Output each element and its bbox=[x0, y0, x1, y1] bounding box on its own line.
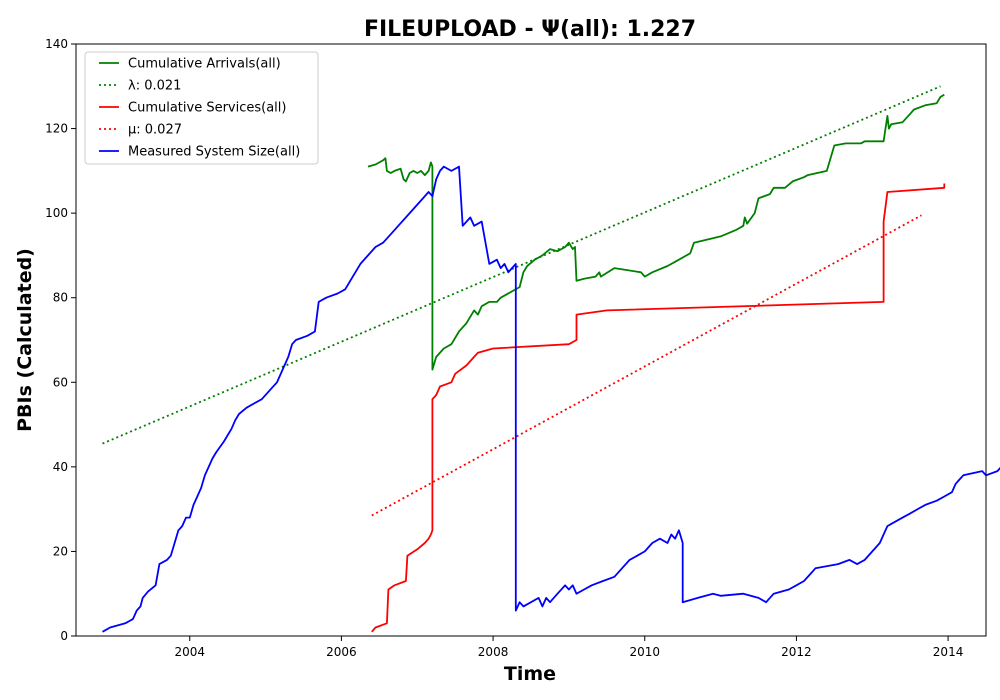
series-line-4 bbox=[102, 165, 1000, 633]
x-axis-label: Time bbox=[504, 663, 556, 685]
legend-label-2: Cumulative Services(all) bbox=[128, 101, 286, 116]
legend-label-4: Measured System Size(all) bbox=[128, 145, 300, 160]
series-line-1 bbox=[102, 85, 941, 445]
x-tick-label-1: 2006 bbox=[326, 645, 357, 659]
x-tick-label-2: 2008 bbox=[478, 645, 509, 659]
series-line-3 bbox=[371, 214, 922, 517]
chart-title: FILEUPLOAD - Ψ(all): 1.227 bbox=[364, 17, 696, 42]
legend-label-3: μ: 0.027 bbox=[128, 123, 182, 138]
y-axis: 0 20 40 60 80 100 120 140 bbox=[45, 37, 76, 643]
legend: Cumulative Arrivals(all) λ: 0.021 Cumulati… bbox=[84, 51, 319, 165]
legend-label-0: Cumulative Arrivals(all) bbox=[128, 57, 281, 72]
y-tick-label-7: 140 bbox=[45, 37, 68, 51]
series-line-0 bbox=[367, 93, 945, 371]
x-tick-label-0: 2004 bbox=[174, 645, 205, 659]
legend-label-1: λ: 0.021 bbox=[128, 79, 181, 94]
plot-frame bbox=[75, 43, 987, 637]
y-axis-label: PBIs (Calculated) bbox=[14, 248, 36, 432]
legend-box bbox=[84, 51, 319, 165]
x-tick-label-5: 2014 bbox=[933, 645, 964, 659]
y-tick-label-5: 100 bbox=[45, 206, 68, 220]
y-tick-label-2: 40 bbox=[53, 460, 68, 474]
y-tick-label-0: 0 bbox=[60, 629, 68, 643]
x-tick-label-3: 2010 bbox=[629, 645, 660, 659]
series-line-2 bbox=[371, 183, 946, 633]
y-tick-label-6: 120 bbox=[45, 122, 68, 136]
plot-area: 2004 2006 2008 2010 2012 2014 0 20 40 60 80 100 120… bbox=[45, 37, 1000, 659]
x-axis: 2004 2006 2008 2010 2012 2014 bbox=[174, 636, 963, 659]
y-tick-label-3: 60 bbox=[53, 375, 68, 389]
series-layer bbox=[102, 85, 1000, 633]
x-tick-label-4: 2012 bbox=[781, 645, 812, 659]
y-tick-label-1: 20 bbox=[53, 544, 68, 558]
y-tick-label-4: 80 bbox=[53, 291, 68, 305]
